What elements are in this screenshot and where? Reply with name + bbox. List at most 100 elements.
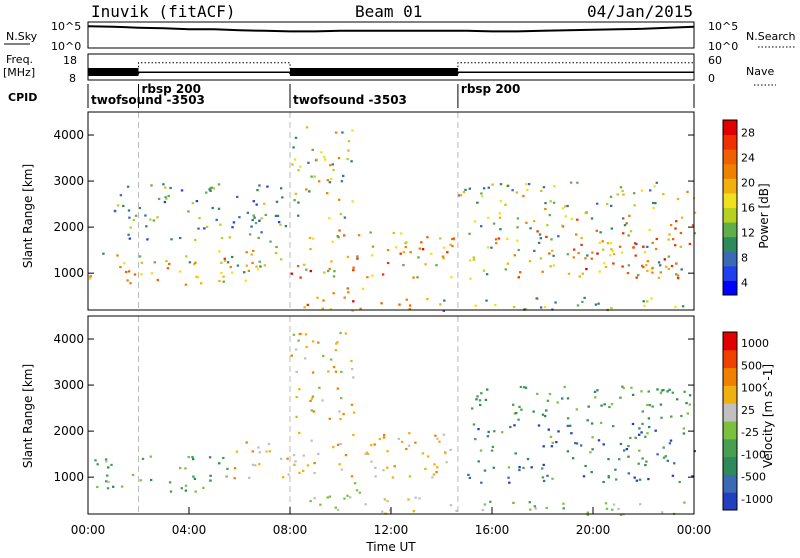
x-tick-label: 20:00 — [576, 523, 611, 537]
data-cell — [292, 146, 295, 149]
data-cell — [113, 210, 117, 213]
data-cell — [474, 438, 477, 441]
data-cell — [545, 235, 548, 238]
data-cell — [627, 234, 630, 237]
data-cell — [339, 418, 342, 421]
data-cell — [598, 241, 601, 244]
data-cell — [638, 427, 641, 430]
y-tick-label: 3000 — [53, 174, 84, 188]
data-cell — [243, 271, 246, 274]
data-cell — [631, 422, 635, 426]
data-cell — [670, 415, 673, 418]
data-cell — [638, 478, 642, 481]
data-cell — [274, 251, 278, 255]
data-cell — [193, 263, 196, 266]
data-cell — [217, 207, 221, 210]
x-axis-label: Time UT — [365, 540, 416, 554]
data-cell — [231, 226, 234, 229]
data-cell — [88, 277, 92, 280]
data-cell — [641, 422, 644, 425]
data-cell — [414, 441, 417, 444]
velocity-data — [94, 316, 696, 516]
data-cell — [287, 473, 290, 476]
data-cell — [593, 390, 597, 393]
data-cell — [668, 233, 671, 236]
data-cell — [529, 227, 532, 230]
data-cell — [599, 231, 602, 234]
data-cell — [670, 264, 674, 268]
cpid-segment-label: twofsound -3503 — [91, 93, 205, 107]
data-cell — [251, 463, 255, 466]
power-panel-frame — [87, 111, 695, 311]
data-cell — [305, 188, 308, 191]
data-cell — [233, 477, 236, 480]
data-cell — [564, 205, 567, 208]
data-cell — [340, 370, 343, 373]
data-cell — [623, 224, 627, 227]
data-cell — [547, 428, 550, 431]
data-cell — [395, 246, 398, 249]
data-cell — [642, 245, 645, 248]
data-cell — [276, 214, 280, 217]
data-cell — [195, 275, 198, 278]
data-cell — [269, 240, 272, 243]
data-cell — [614, 468, 617, 471]
data-cell — [408, 308, 411, 311]
data-cell — [662, 456, 666, 459]
data-cell — [691, 475, 694, 478]
data-cell — [127, 209, 131, 212]
data-cell — [157, 197, 161, 200]
data-cell — [404, 246, 407, 249]
data-cell — [302, 454, 305, 457]
data-cell — [210, 186, 214, 189]
power-colorbar-label: Power [dB] — [757, 183, 771, 248]
data-cell — [139, 479, 142, 482]
data-cell — [364, 503, 367, 506]
data-cell — [222, 456, 225, 460]
data-cell — [490, 449, 494, 452]
data-cell — [569, 424, 572, 427]
colorbar-swatch — [723, 236, 737, 252]
data-cell — [627, 472, 630, 475]
data-cell — [436, 466, 439, 469]
data-cell — [524, 386, 528, 389]
data-cell — [625, 448, 629, 451]
data-cell — [513, 424, 516, 427]
data-cell — [434, 434, 437, 437]
data-cell — [334, 506, 337, 509]
data-cell — [557, 235, 560, 238]
data-cell — [623, 449, 626, 452]
colorbar-swatch — [723, 332, 737, 351]
data-cell — [94, 459, 97, 462]
data-cell — [489, 500, 492, 503]
data-cell — [184, 283, 188, 286]
data-cell — [584, 257, 587, 260]
data-cell — [653, 185, 656, 188]
data-cell — [555, 441, 558, 444]
data-cell — [336, 235, 339, 238]
velocity-panel: 1000 2000 3000 4000 Slant Range [km] — [21, 315, 696, 516]
data-cell — [635, 243, 638, 246]
data-cell — [340, 180, 344, 183]
data-cell — [165, 197, 168, 200]
data-cell — [256, 268, 260, 271]
data-cell — [337, 157, 341, 160]
data-cell — [246, 211, 250, 214]
data-cell — [309, 399, 312, 402]
data-cell — [627, 445, 630, 448]
data-cell — [548, 214, 551, 217]
data-cell — [324, 158, 327, 161]
data-cell — [622, 232, 625, 235]
colorbar-swatch — [723, 456, 737, 475]
data-cell — [498, 216, 502, 219]
data-cell — [544, 202, 547, 205]
data-cell — [643, 251, 647, 254]
data-cell — [188, 261, 192, 264]
data-cell — [442, 433, 446, 436]
data-cell — [284, 225, 288, 228]
data-cell — [464, 188, 467, 191]
data-cell — [617, 507, 620, 510]
data-cell — [299, 165, 302, 168]
data-cell — [650, 268, 653, 271]
data-cell — [218, 279, 221, 283]
